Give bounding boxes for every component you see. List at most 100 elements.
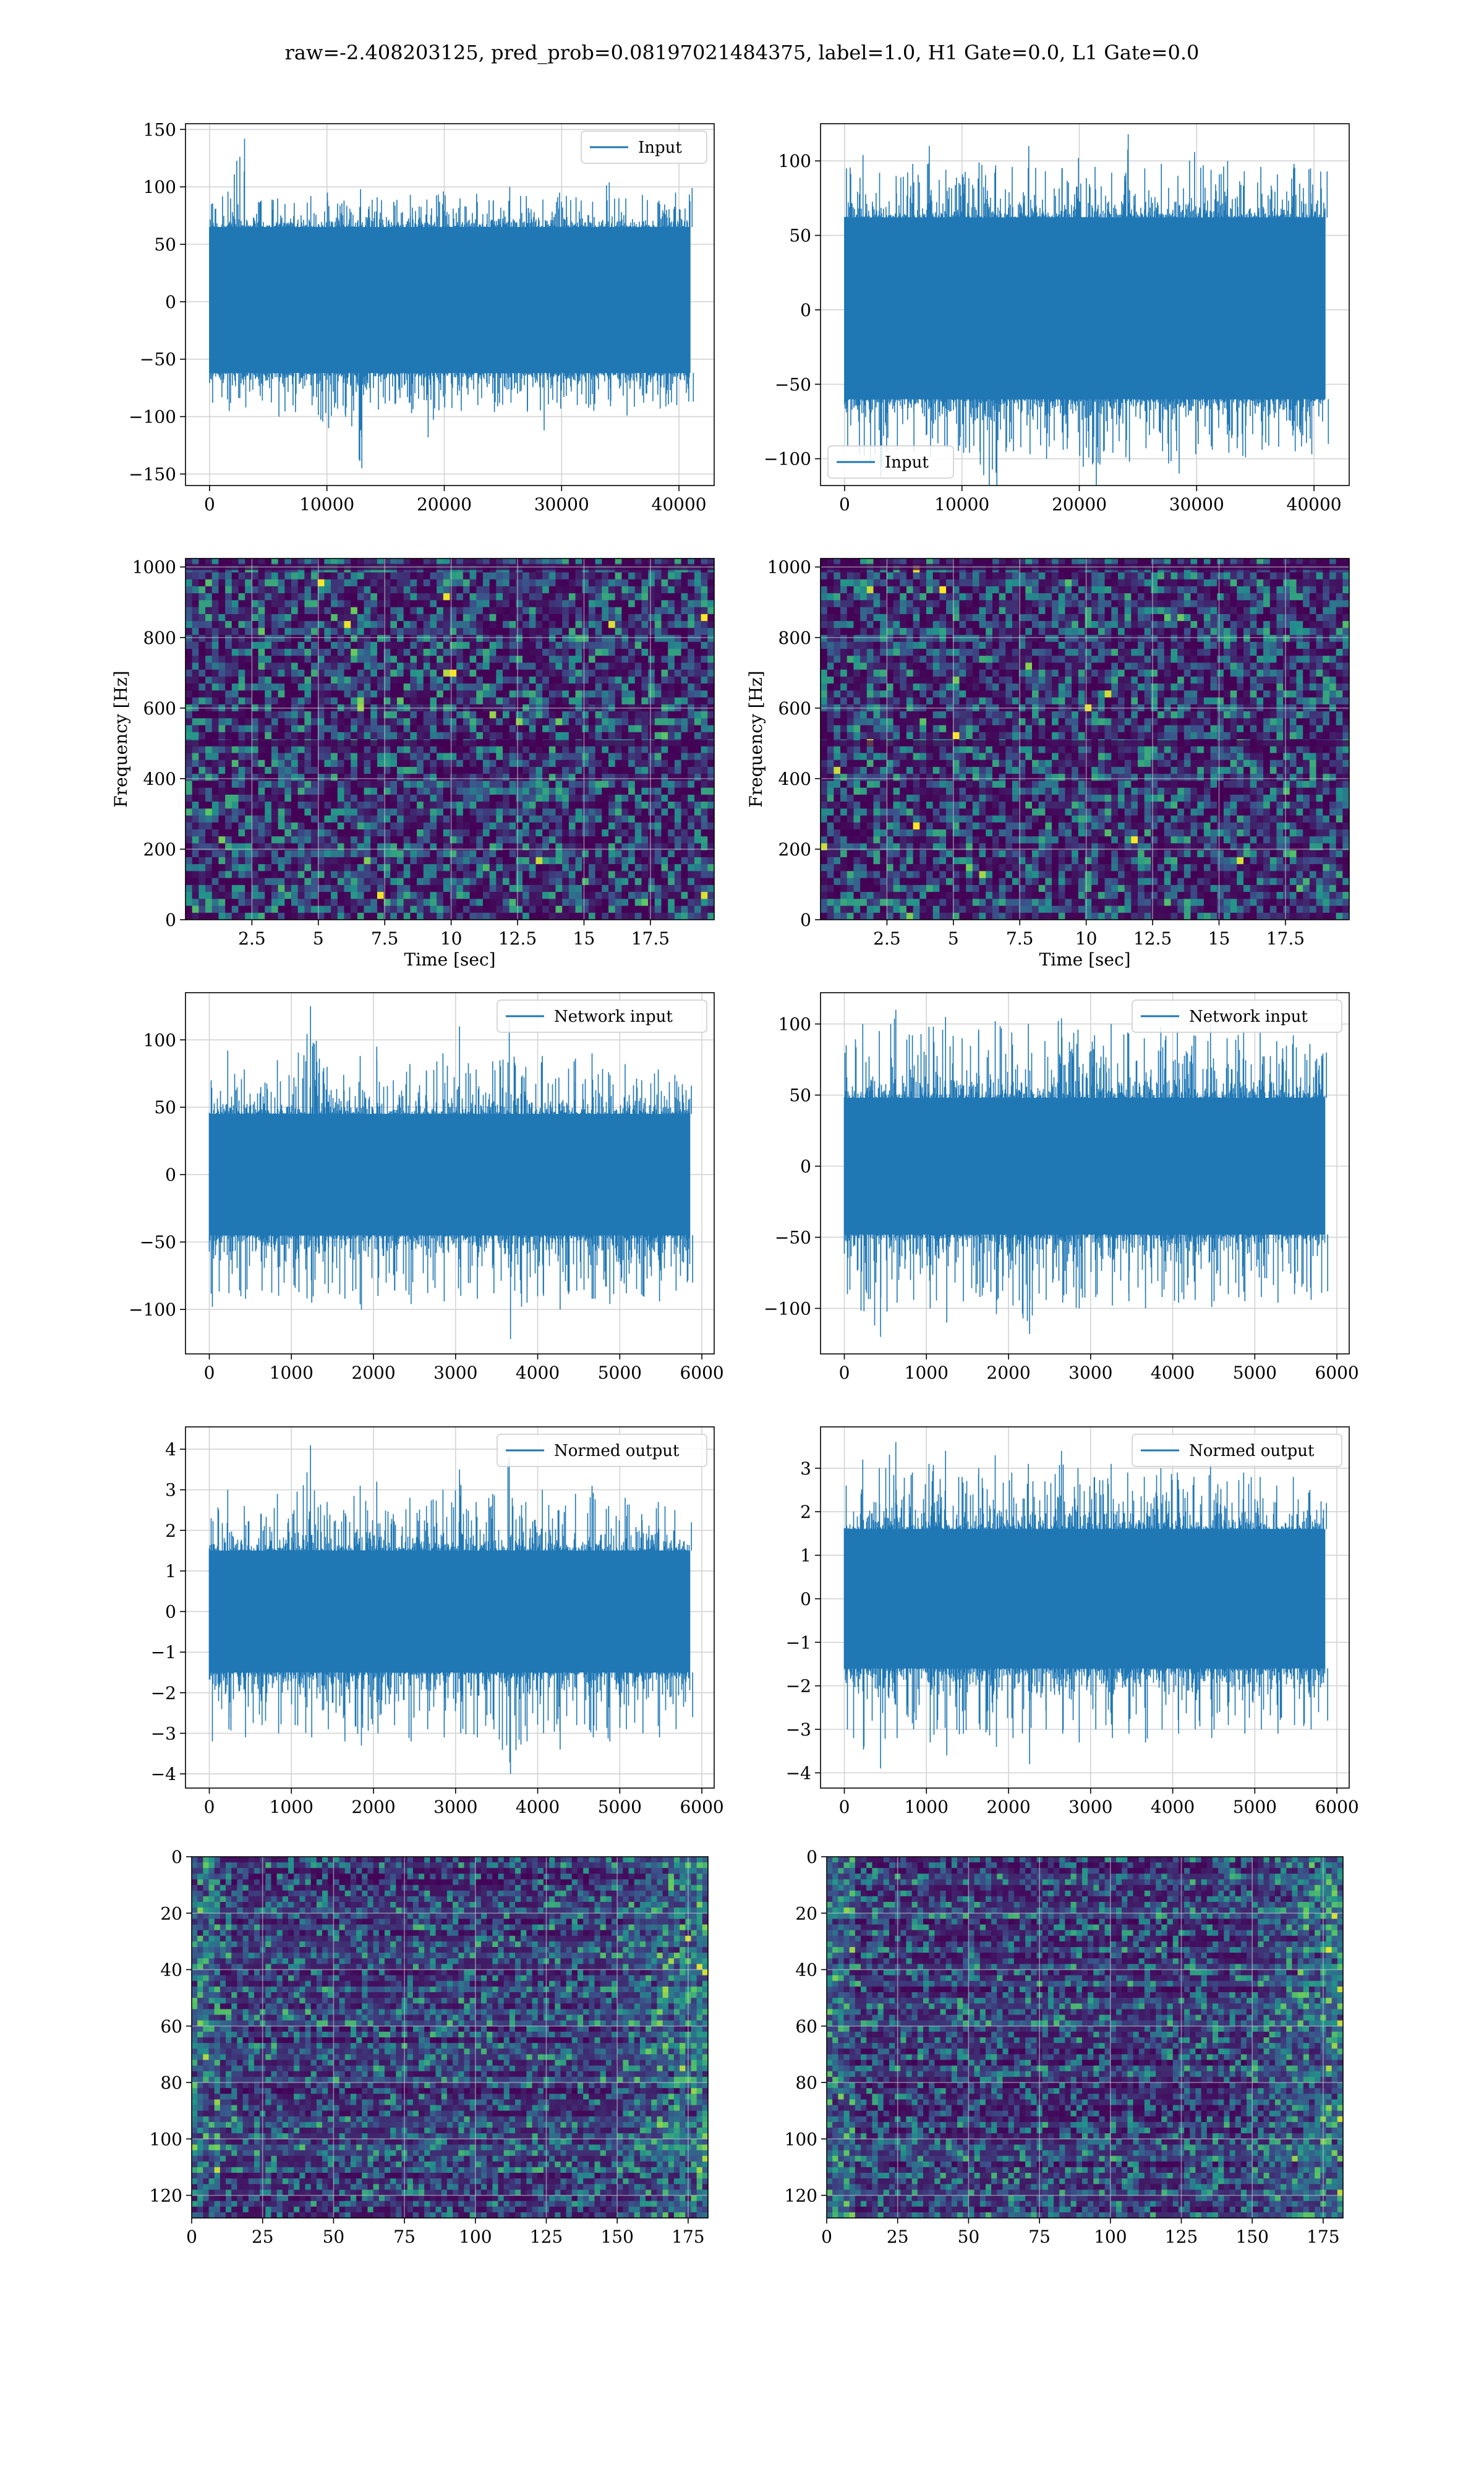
y-tick-label: 800 [143,628,176,648]
x-tick-label: 6000 [680,1797,723,1817]
y-tick-label: 3 [800,1458,811,1479]
axes-frame [820,1426,1350,1789]
x-tick-label: 7.5 [1006,928,1034,949]
x-tick-label: 5000 [598,1797,642,1817]
y-tick-label: 0 [800,300,811,320]
legend-box [497,999,707,1033]
y-tick-label: 100 [150,2129,182,2149]
series-line [208,1445,693,1774]
axes-frame [820,558,1350,920]
y-tick-label: 400 [778,769,811,789]
legend-box [1132,1434,1342,1467]
plot-area [186,124,714,486]
legend-box [1132,999,1342,1033]
x-tick-label: 5 [313,928,324,949]
y-tick-label: 100 [778,151,811,171]
x-tick-label: 20000 [417,494,472,515]
x-tick-label: 0 [839,1363,850,1383]
y-tick-label: −1 [786,1632,811,1653]
x-tick-label: 125 [530,2227,563,2247]
y-tick-label: 50 [789,226,811,246]
x-tick-label: 0 [186,2227,197,2247]
x-axis-label: Time [sec] [1039,949,1130,970]
series-line [843,1442,1328,1769]
legend-box [497,1434,707,1467]
x-tick-label: 30000 [534,494,589,515]
x-tick-label: 50 [323,2227,345,2247]
y-tick-label: 2 [165,1520,176,1541]
x-tick-label: 20000 [1052,494,1107,515]
y-tick-label: 2 [800,1502,811,1522]
x-tick-label: 3000 [1068,1797,1112,1817]
x-tick-label: 0 [839,1797,850,1817]
y-tick-label: −50 [775,374,811,395]
y-tick-label: 40 [160,1960,182,1980]
y-tick-label: 0 [800,1157,811,1177]
y-axis-label: Frequency [Hz] [111,670,131,807]
y-tick-label: 20 [795,1903,817,1924]
x-tick-label: 2000 [986,1363,1030,1383]
axes-frame [185,992,715,1355]
chart-network-input-l1: 0 1000 2000 3000 4000 5000 6000 −100 −50 0 50 100 Ne… [764,992,1359,1383]
y-tick-label: 80 [795,2073,817,2093]
chart-normed-output-h1: 0 1000 2000 3000 4000 5000 6000 −4 −3 −2 −1 0 1 2 3 4 No… [151,1426,724,1817]
legend-label: Network input [554,1008,673,1026]
x-tick-label: 1000 [270,1797,313,1817]
y-tick-label: −1 [151,1642,176,1663]
y-tick-label: 50 [154,234,176,255]
y-tick-label: 200 [778,839,811,860]
x-tick-label: 1000 [270,1363,313,1383]
axes-frame [191,1856,709,2219]
x-tick-label: 10000 [934,494,989,515]
plot-area [821,993,1349,1354]
axes-frame [185,1426,715,1789]
x-tick-label: 1000 [905,1363,949,1383]
x-tick-label: 2.5 [873,928,901,949]
y-tick-label: −4 [151,1764,176,1784]
y-tick-label: 1 [165,1561,176,1582]
y-tick-label: 3 [165,1480,176,1500]
y-tick-label: −50 [140,1232,176,1252]
x-tick-label: 75 [1028,2227,1051,2247]
y-tick-label: 1 [800,1546,811,1566]
series-line [208,1006,693,1339]
y-tick-label: 60 [795,2016,817,2037]
x-tick-label: 7.5 [371,928,399,949]
x-tick-label: 0 [204,1797,215,1817]
x-tick-label: 4000 [1151,1363,1195,1383]
plot-area [186,993,714,1354]
legend-label: Input [885,453,929,472]
series-line [844,134,1329,486]
x-tick-label: 5 [948,928,959,949]
chart-feature-map-h1: 0 25 50 75 100 125 150 175 0 20 40 60 80 100 120 [150,1847,709,2247]
figure-title: raw=-2.408203125, pred_prob=0.0819702148… [0,41,1484,64]
x-tick-label: 3000 [433,1363,477,1383]
x-tick-label: 12.5 [1133,928,1172,949]
y-tick-label: 1000 [132,557,176,578]
x-tick-label: 40000 [1287,494,1342,515]
x-tick-label: 10 [440,928,463,949]
y-tick-label: 4 [165,1439,176,1460]
y-tick-label: −50 [775,1227,811,1248]
x-tick-label: 3000 [1068,1363,1112,1383]
chart-normed-output-l1: 0 1000 2000 3000 4000 5000 6000 −4 −3 −2 −1 0 1 2 3 Nor… [786,1426,1359,1817]
y-tick-label: −50 [140,349,176,370]
y-tick-label: 100 [785,2129,817,2149]
x-axis-label: Time [sec] [404,949,495,970]
x-tick-label: 6000 [680,1363,723,1383]
legend-box [581,131,707,164]
axes-frame [185,558,715,920]
x-tick-label: 0 [839,494,850,515]
y-axis-label: Frequency [Hz] [746,670,766,807]
chart-input-h1: 0 10000 20000 30000 40000 −150 −100 −50 0 50 100 15… [129,119,715,515]
axes-frame [826,1856,1344,2219]
y-tick-label: 0 [165,292,176,312]
x-tick-label: 15 [573,928,595,949]
x-tick-label: 6000 [1315,1363,1358,1383]
axes-frame [185,123,715,486]
y-tick-label: 100 [143,1030,176,1050]
series-line [843,1009,1328,1337]
x-tick-label: 17.5 [1266,928,1305,949]
y-tick-label: −3 [786,1719,811,1740]
